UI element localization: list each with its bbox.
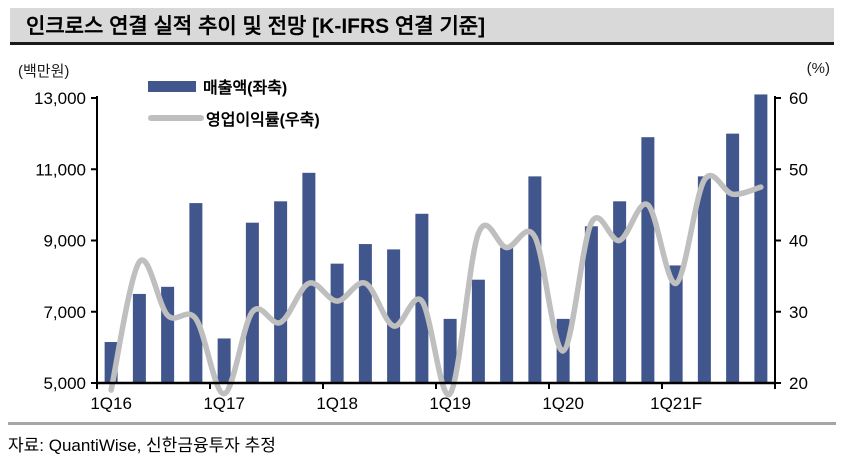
right-axis-tick-label: 20	[789, 374, 808, 393]
right-axis-tick-label: 50	[789, 160, 808, 179]
revenue-bar-2Q20	[584, 226, 598, 384]
x-axis-label-1Q21F: 1Q21F	[650, 394, 702, 413]
revenue-bar-3Q21F	[726, 133, 740, 384]
revenue-bar-3Q17	[274, 201, 288, 384]
right-axis-unit-label: (%)	[806, 60, 830, 77]
revenue-bar-4Q21F	[754, 94, 768, 384]
x-axis-label-1Q17: 1Q17	[203, 394, 245, 413]
right-axis-tick-label: 60	[789, 89, 808, 108]
legend-label-revenue: 매출액(좌축)	[203, 80, 288, 97]
revenue-bar-2Q16	[132, 293, 146, 384]
legend-item-margin: 영업이익률(우축)	[148, 106, 320, 130]
chart-legend: 매출액(좌축) 영업이익률(우축)	[148, 74, 320, 138]
page-title: 인크로스 연결 실적 추이 및 전망 [K-IFRS 연결 기준]	[26, 15, 486, 38]
right-axis-tick-label: 30	[789, 303, 808, 322]
x-axis-label-1Q18: 1Q18	[316, 394, 358, 413]
legend-label-margin: 영업이익률(우축)	[206, 112, 320, 129]
footer-divider	[8, 422, 836, 425]
revenue-bar-2Q18	[358, 244, 372, 384]
revenue-bar-1Q18	[330, 263, 344, 384]
revenue-bar-swatch	[148, 80, 196, 92]
chart-title-bar: 인크로스 연결 실적 추이 및 전망 [K-IFRS 연결 기준]	[10, 8, 834, 45]
left-axis-tick-label: 9,000	[43, 232, 86, 251]
left-axis-tick-label: 13,000	[34, 89, 86, 108]
revenue-bar-2Q17	[245, 222, 259, 384]
source-note: 자료: QuantiWise, 신한금융투자 추정	[8, 436, 276, 455]
left-axis-tick-label: 11,000	[35, 160, 86, 179]
revenue-bar-4Q16	[189, 203, 203, 384]
left-axis-unit-label: (백만원)	[18, 63, 70, 80]
right-axis-tick-label: 40	[789, 232, 808, 251]
revenue-bar-3Q19	[500, 247, 514, 384]
revenue-bar-1Q19	[443, 318, 457, 384]
operating-margin-line	[108, 172, 764, 398]
revenue-bar-3Q20	[613, 201, 627, 384]
revenue-bar-1Q21F	[669, 265, 683, 384]
x-axis-label-1Q19: 1Q19	[429, 394, 471, 413]
revenue-bar-4Q17	[302, 172, 316, 384]
x-axis-label-1Q16: 1Q16	[90, 394, 132, 413]
revenue-bar-1Q17	[217, 338, 231, 384]
left-axis-tick-label: 7,000	[43, 303, 86, 322]
revenue-bar-3Q18	[387, 249, 401, 384]
revenue-bar-4Q19	[528, 176, 542, 384]
revenue-bar-2Q19	[471, 279, 485, 384]
x-axis-label-1Q20: 1Q20	[542, 394, 584, 413]
margin-line-swatch	[148, 115, 204, 121]
left-axis-tick-label: 5,000	[43, 374, 86, 393]
revenue-bar-4Q20	[641, 137, 655, 384]
legend-item-revenue: 매출액(좌축)	[148, 74, 320, 98]
revenue-bar-2Q21F	[697, 176, 711, 384]
